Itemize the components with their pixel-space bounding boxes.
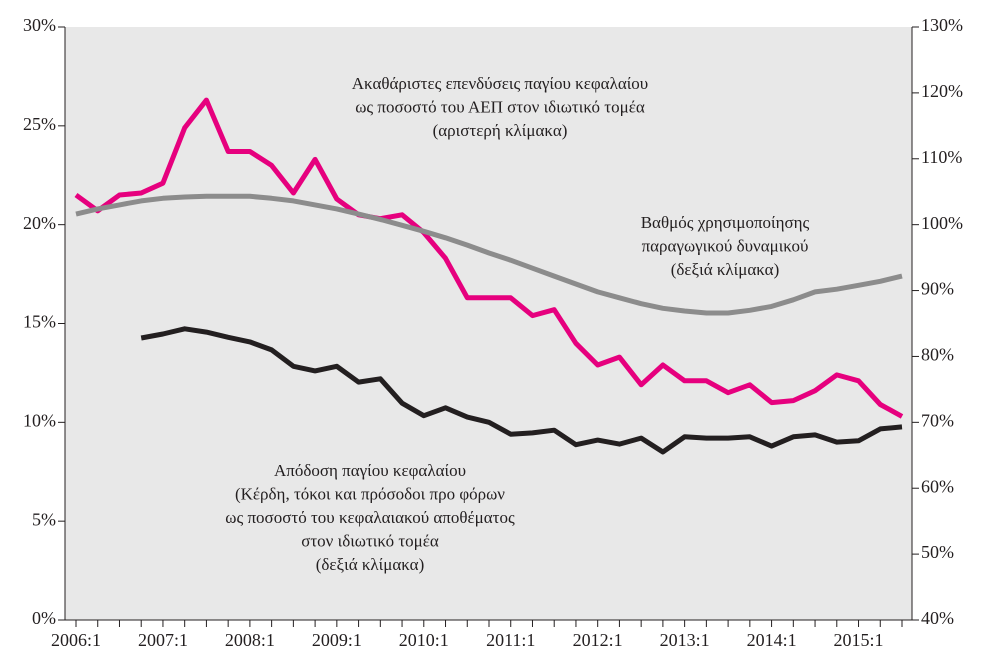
line-series xyxy=(75,193,903,316)
y-tick-label: 20% xyxy=(23,213,56,233)
y2-tick-label: 60% xyxy=(921,476,954,496)
plot-area xyxy=(65,27,912,620)
annotation: Απόδοση παγίου κεφαλαίου xyxy=(274,461,466,480)
annotation: (Κέρδη, τόκοι και πρόσοδοι προ φόρων xyxy=(235,484,505,503)
y-tick-label: 0% xyxy=(32,608,56,628)
y2-tick-label: 80% xyxy=(921,345,954,365)
x-tick-label: 2012:1 xyxy=(573,630,623,650)
annotation: (αριστερή κλίμακα) xyxy=(433,121,568,140)
line-series xyxy=(74,97,904,419)
y2-tick-label: 100% xyxy=(921,213,963,233)
y-tick-label: 15% xyxy=(23,312,56,332)
annotation: στον ιδιωτικό τομέα xyxy=(301,531,439,550)
y2-tick-label: 110% xyxy=(921,147,962,167)
annotation: ως ποσοστό του κεφαλαιακού αποθέματος xyxy=(225,508,515,527)
y-tick-label: 10% xyxy=(23,410,56,430)
x-tick-label: 2015:1 xyxy=(834,630,884,650)
y2-tick-label: 70% xyxy=(921,410,954,430)
y2-tick-label: 50% xyxy=(921,542,954,562)
y2-tick-label: 40% xyxy=(921,608,954,628)
y2-tick-label: 130% xyxy=(921,15,963,35)
x-tick-label: 2008:1 xyxy=(225,630,275,650)
x-tick-label: 2010:1 xyxy=(399,630,449,650)
y2-tick-label: 90% xyxy=(921,279,954,299)
y-tick-label: 5% xyxy=(32,509,56,529)
x-tick-label: 2014:1 xyxy=(747,630,797,650)
annotation: (δεξιά κλίμακα) xyxy=(671,260,780,279)
annotation: Βαθμός χρησιμοποίησης xyxy=(641,213,810,232)
y2-tick-label: 120% xyxy=(921,81,963,101)
annotation: ως ποσοστό του ΑΕΠ στον ιδιωτικό τομέα xyxy=(355,97,645,116)
annotation: παραγωγικού δυναμικού xyxy=(642,236,809,255)
x-tick-label: 2006:1 xyxy=(51,630,101,650)
x-tick-label: 2007:1 xyxy=(138,630,188,650)
x-tick-label: 2011:1 xyxy=(486,630,535,650)
x-tick-label: 2013:1 xyxy=(660,630,710,650)
annotation: (δεξιά κλίμακα) xyxy=(316,555,425,574)
y-tick-label: 30% xyxy=(23,15,56,35)
y-tick-label: 25% xyxy=(23,114,56,134)
x-tick-label: 2009:1 xyxy=(312,630,362,650)
annotation: Ακαθάριστες επενδύσεις παγίου κεφαλαίου xyxy=(352,74,648,93)
line-series xyxy=(140,326,903,455)
